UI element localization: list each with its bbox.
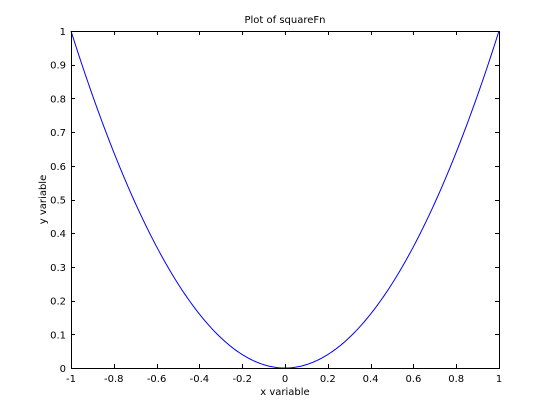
y-tick-label: 0.5 (50, 196, 66, 207)
x-tick-label: -0.4 (190, 374, 210, 385)
x-tick-label: -1 (66, 374, 76, 385)
y-tick-label: 0.7 (50, 128, 66, 139)
x-tick-label: 0.4 (363, 374, 379, 385)
y-tick-label: 1 (60, 27, 66, 38)
y-tick-label: 0.1 (50, 330, 66, 341)
x-tick-label: 1 (496, 374, 502, 385)
y-tick-label: 0 (60, 364, 66, 375)
x-tick-label: -0.2 (232, 374, 252, 385)
chart-title: Plot of squareFn (244, 15, 325, 26)
x-tick-label: 0.6 (405, 374, 421, 385)
y-tick-label: 0.8 (50, 94, 66, 105)
y-axis-label: y variable (38, 175, 49, 224)
y-tick-label: 0.9 (50, 61, 66, 72)
plot-area (71, 31, 499, 368)
x-tick-label: 0.2 (320, 374, 336, 385)
x-tick-label: 0.8 (448, 374, 464, 385)
x-axis-label: x variable (260, 387, 309, 398)
y-tick-label: 0.4 (50, 229, 66, 240)
y-tick-label: 0.3 (50, 263, 66, 274)
plot-border (71, 31, 500, 369)
y-tick-label: 0.6 (50, 162, 66, 173)
x-tick-label: -0.8 (104, 374, 124, 385)
x-tick-label: -0.6 (147, 374, 167, 385)
x-tick-label: 0 (282, 374, 288, 385)
y-tick-label: 0.2 (50, 297, 66, 308)
